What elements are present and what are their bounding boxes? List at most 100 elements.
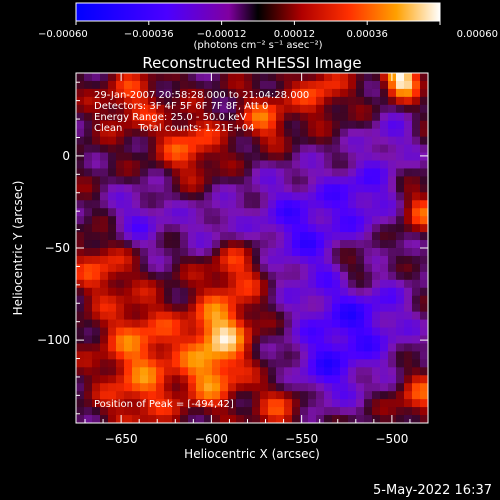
heatmap-cell [220, 327, 229, 337]
heatmap-cell [340, 200, 349, 209]
heatmap-cell [284, 248, 293, 257]
heatmap-cell [268, 367, 277, 376]
heatmap-cell [380, 192, 389, 201]
heatmap-cell [300, 152, 309, 162]
heatmap-cell [372, 248, 381, 257]
heatmap-cell [100, 136, 109, 146]
heatmap-cell [252, 248, 261, 257]
heatmap-cell [84, 152, 93, 162]
heatmap-cell [348, 271, 357, 281]
heatmap-cell [228, 343, 237, 353]
heatmap-cell [300, 224, 309, 233]
heatmap-cell [420, 415, 428, 423]
heatmap-cell [140, 303, 149, 313]
heatmap-cell [116, 112, 125, 122]
heatmap-cell [380, 120, 389, 130]
heatmap-cell [404, 200, 413, 209]
heatmap-cell [292, 208, 301, 217]
heatmap-cell [364, 128, 373, 138]
heatmap-cell [220, 319, 229, 329]
heatmap-cell [404, 176, 413, 185]
heatmap-cell [116, 343, 125, 353]
heatmap-cell [412, 263, 421, 273]
heatmap-cell [84, 343, 93, 353]
heatmap-cell [92, 311, 101, 321]
heatmap-cell [324, 224, 333, 233]
heatmap-cell [228, 295, 237, 305]
heatmap-cell [236, 232, 245, 241]
heatmap-cell [316, 240, 325, 249]
heatmap-cell [412, 271, 421, 281]
heatmap-cell [300, 200, 309, 209]
heatmap-cell [148, 415, 157, 423]
heatmap-cell [324, 255, 333, 265]
heatmap-cell [364, 255, 373, 265]
heatmap-cell [396, 255, 405, 265]
heatmap-cell [412, 311, 421, 321]
heatmap-cell [84, 104, 93, 114]
heatmap-cell [228, 184, 237, 193]
heatmap-cell [300, 319, 309, 329]
heatmap-cell [156, 136, 165, 146]
heatmap-cell [388, 248, 397, 257]
heatmap-cell [252, 319, 261, 329]
heatmap-cell [180, 375, 189, 384]
heatmap-cell [220, 343, 229, 353]
heatmap-cell [316, 415, 325, 423]
heatmap-cell [380, 375, 389, 384]
heatmap-cell [108, 271, 117, 281]
heatmap-cell [148, 383, 157, 392]
heatmap-cell [116, 232, 125, 241]
heatmap-cell [196, 343, 205, 353]
heatmap-cell [300, 327, 309, 337]
heatmap-cell [308, 383, 317, 392]
heatmap-cell [380, 351, 389, 360]
heatmap-cell [76, 415, 85, 423]
heatmap-cell [276, 271, 285, 281]
heatmap-cell [212, 279, 221, 289]
heatmap-cell [180, 73, 189, 82]
heatmap-cell [404, 383, 413, 392]
heatmap-cell [316, 73, 325, 82]
heatmap-cell [348, 263, 357, 273]
heatmap-cell [100, 335, 109, 345]
heatmap-cell [404, 271, 413, 281]
heatmap-cell [148, 168, 157, 178]
heatmap-cell [164, 73, 173, 82]
heatmap-cell [220, 224, 229, 233]
heatmap-cell [324, 359, 333, 368]
heatmap-cell [108, 240, 117, 249]
heatmap-cell [188, 407, 197, 416]
heatmap-cell [332, 120, 341, 130]
heatmap-cell [100, 295, 109, 305]
heatmap-cell [268, 112, 277, 122]
heatmap-cell [420, 319, 428, 329]
heatmap-cell [404, 136, 413, 146]
heatmap-cell [324, 375, 333, 384]
heatmap-cell [324, 160, 333, 170]
heatmap-cell [396, 375, 405, 384]
heatmap-cell [92, 73, 101, 82]
heatmap-cell [300, 303, 309, 313]
heatmap-cell [316, 295, 325, 305]
heatmap-cell [220, 152, 229, 162]
heatmap-cell [204, 415, 213, 423]
heatmap-cell [380, 327, 389, 337]
heatmap-cell [260, 367, 269, 376]
heatmap-cell [76, 383, 85, 392]
heatmap-cell [364, 287, 373, 297]
heatmap-cell [420, 168, 428, 178]
heatmap-cell [156, 311, 165, 321]
heatmap-cell [380, 311, 389, 321]
heatmap-cell [148, 255, 157, 265]
heatmap-cell [220, 335, 229, 345]
footer-timestamp: 5-May-2022 16:37 [373, 483, 492, 498]
heatmap-cell [308, 399, 317, 408]
heatmap-cell [260, 279, 269, 289]
heatmap-cell [388, 240, 397, 249]
heatmap-cell [124, 327, 133, 337]
heatmap-cell [116, 279, 125, 289]
heatmap-cell [204, 335, 213, 345]
heatmap-cell [132, 73, 141, 82]
heatmap-cell [260, 351, 269, 360]
